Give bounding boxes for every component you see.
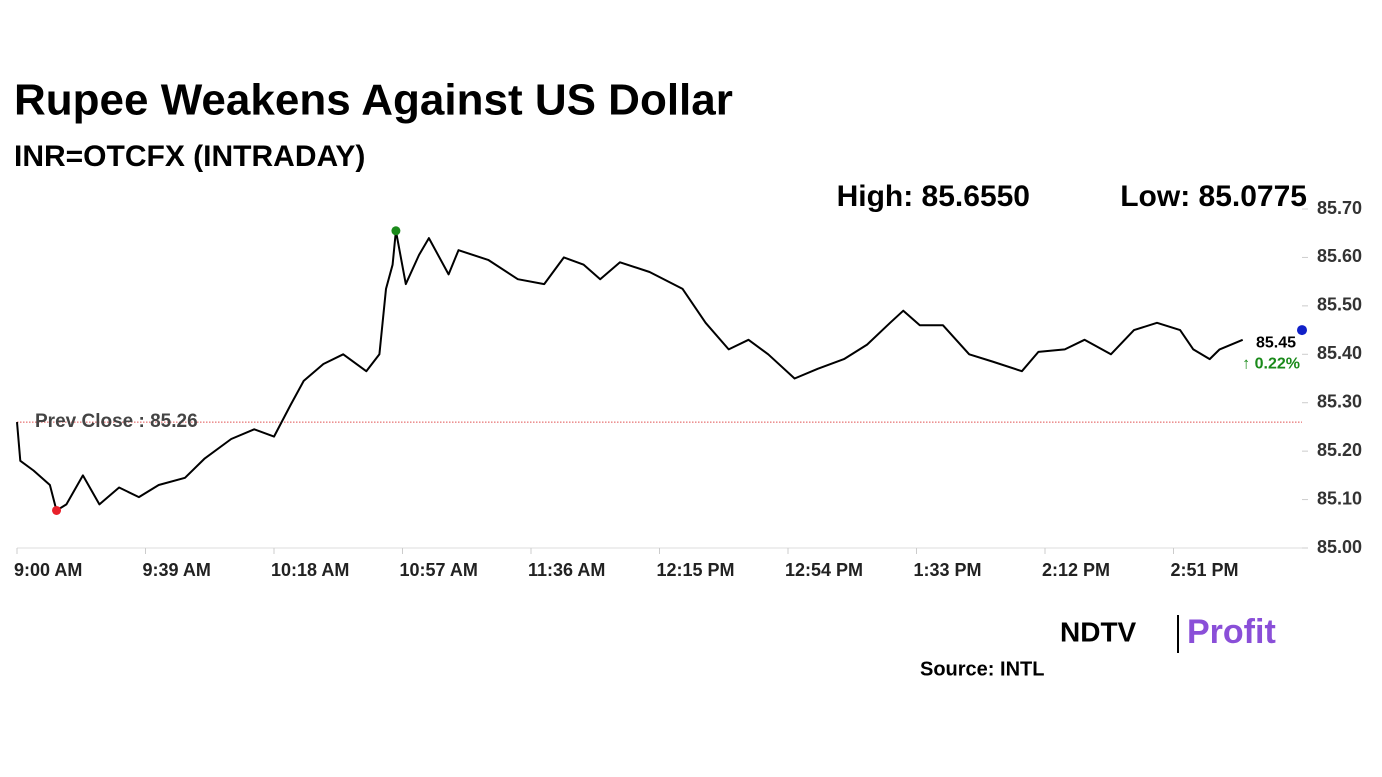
chart-title: Rupee Weakens Against US Dollar	[14, 76, 733, 125]
y-tick-label: 85.50	[1317, 295, 1362, 315]
x-tick-label: 11:36 AM	[528, 560, 605, 580]
x-tick-label: 10:57 AM	[400, 560, 478, 580]
y-tick-label: 85.70	[1317, 198, 1362, 218]
y-tick-label: 85.00	[1317, 537, 1362, 557]
y-tick-label: 85.20	[1317, 440, 1362, 460]
x-tick-label: 10:18 AM	[271, 560, 349, 580]
prev-close-label: Prev Close : 85.26	[35, 411, 198, 432]
source: Source: INTL	[920, 658, 1044, 680]
x-tick-label: 12:54 PM	[785, 560, 863, 580]
last-value-label: 85.45	[1256, 334, 1296, 351]
y-tick-label: 85.40	[1317, 343, 1362, 363]
y-tick-label: 85.60	[1317, 246, 1362, 266]
y-tick-label: 85.10	[1317, 488, 1362, 508]
last-marker	[1297, 325, 1307, 336]
price-line	[16, 229, 1244, 512]
chart-subtitle: INR=OTCFX (INTRADAY)	[14, 140, 365, 173]
x-tick-label: 2:12 PM	[1042, 560, 1110, 580]
change-label: ↑ 0.22%	[1242, 355, 1300, 372]
x-tick-label: 12:15 PM	[657, 560, 735, 580]
x-tick-label: 9:39 AM	[143, 560, 211, 580]
brand-profit: Profit	[1187, 613, 1276, 651]
low-marker	[52, 505, 62, 515]
y-tick-label: 85.30	[1317, 391, 1362, 411]
brand-ndtv: NDTV	[1060, 616, 1137, 647]
low-label: Low: 85.0775	[1120, 180, 1307, 213]
x-tick-label: 2:51 PM	[1171, 560, 1239, 580]
x-tick-label: 9:00 AM	[14, 560, 82, 580]
x-tick-label: 1:33 PM	[914, 560, 982, 580]
high-marker	[391, 226, 401, 236]
high-label: High: 85.6550	[837, 180, 1030, 213]
